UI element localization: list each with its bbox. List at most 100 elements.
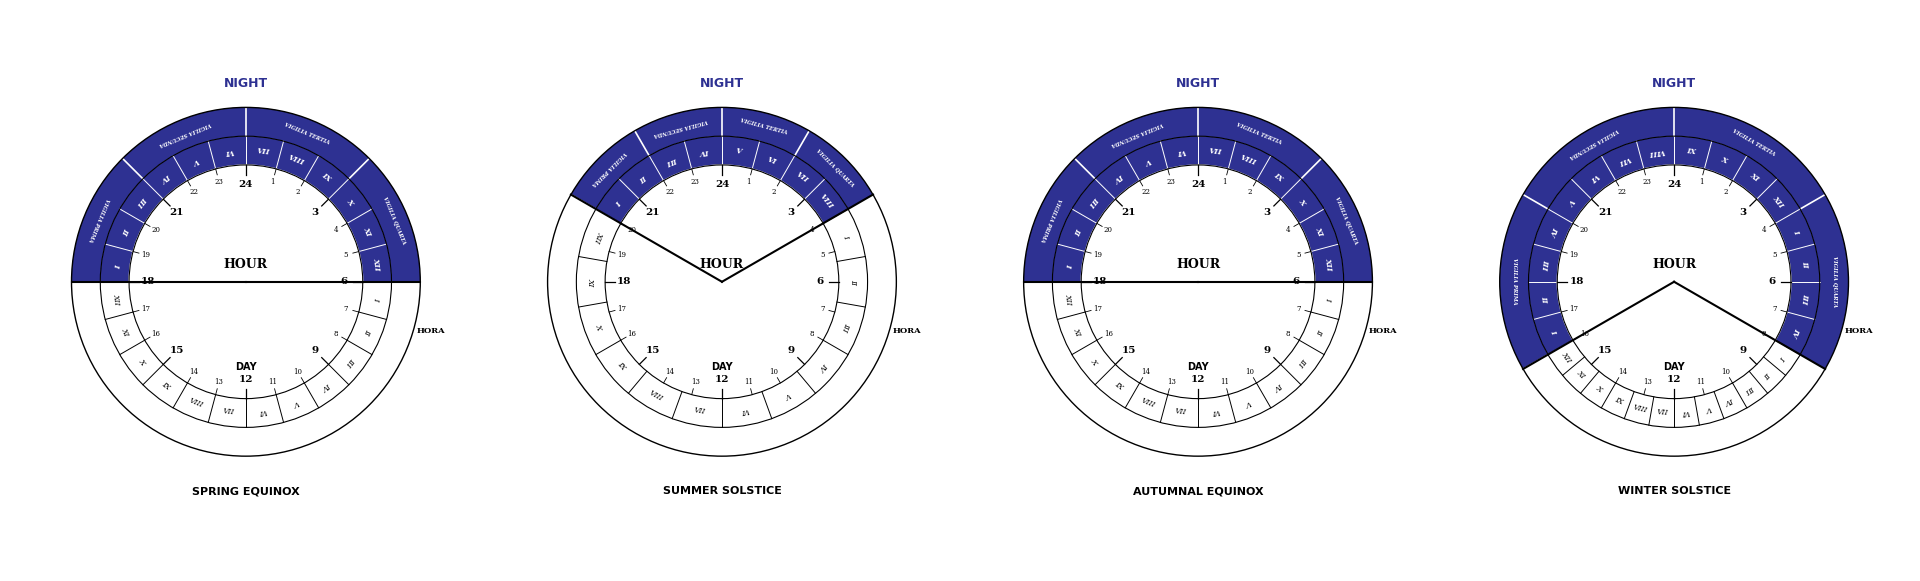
- Text: 19: 19: [616, 251, 626, 259]
- Circle shape: [1016, 99, 1380, 465]
- Text: I: I: [111, 263, 121, 267]
- Text: 1: 1: [747, 178, 751, 185]
- Text: 15: 15: [645, 346, 660, 356]
- Text: X: X: [1594, 385, 1603, 394]
- Text: VI: VI: [259, 407, 267, 417]
- Text: 21: 21: [169, 208, 184, 217]
- Text: 9: 9: [311, 346, 319, 356]
- Text: 4: 4: [334, 226, 338, 234]
- Text: WINTER SOLSTICE: WINTER SOLSTICE: [1617, 486, 1730, 496]
- Text: NIGHT: NIGHT: [225, 77, 269, 90]
- Wedge shape: [547, 195, 897, 456]
- Text: 1: 1: [1223, 178, 1227, 185]
- Text: XI: XI: [588, 278, 595, 286]
- Text: 10: 10: [1722, 368, 1730, 376]
- Text: II: II: [1763, 370, 1772, 379]
- Text: VIGILIA TERTIA: VIGILIA TERTIA: [1236, 123, 1283, 146]
- Text: V: V: [1144, 156, 1152, 166]
- Text: 18: 18: [1569, 277, 1584, 286]
- Text: 17: 17: [142, 304, 150, 313]
- Text: I: I: [614, 198, 622, 206]
- Text: III: III: [1743, 383, 1755, 395]
- Text: III: III: [839, 321, 851, 332]
- Circle shape: [1081, 165, 1315, 399]
- Text: 24: 24: [238, 180, 253, 189]
- Text: 15: 15: [1121, 346, 1137, 356]
- Text: 7: 7: [820, 304, 824, 313]
- Text: 17: 17: [616, 304, 626, 313]
- Text: 4: 4: [1286, 226, 1290, 234]
- Text: VIGILIA QUARTA: VIGILIA QUARTA: [1334, 196, 1357, 245]
- Text: 7: 7: [1296, 304, 1300, 313]
- Text: NIGHT: NIGHT: [1651, 77, 1695, 90]
- Text: II: II: [849, 279, 856, 285]
- Text: 24: 24: [1190, 180, 1206, 189]
- Text: 24: 24: [1667, 180, 1682, 189]
- Text: 5: 5: [820, 251, 824, 259]
- Circle shape: [63, 99, 428, 465]
- Text: VIGILIA SECUNDA: VIGILIA SECUNDA: [1569, 127, 1619, 159]
- Text: II: II: [1315, 328, 1325, 336]
- Text: VIGILIA QUARTA: VIGILIA QUARTA: [382, 196, 405, 245]
- Text: 13: 13: [215, 378, 223, 386]
- Wedge shape: [595, 136, 849, 223]
- Text: 14: 14: [1142, 368, 1150, 376]
- Text: 23: 23: [691, 178, 699, 185]
- Text: XII: XII: [1323, 257, 1332, 272]
- Text: VII: VII: [1175, 407, 1187, 417]
- Text: 3: 3: [787, 208, 795, 217]
- Text: II: II: [1071, 227, 1081, 236]
- Text: III: III: [664, 155, 678, 166]
- Text: 2: 2: [296, 188, 300, 196]
- Text: 19: 19: [1569, 251, 1578, 259]
- Text: IX: IX: [616, 360, 628, 372]
- Text: III: III: [1540, 259, 1549, 271]
- Text: VIII: VIII: [1140, 397, 1156, 410]
- Text: II: II: [637, 173, 647, 183]
- Text: X: X: [136, 357, 146, 366]
- Circle shape: [1557, 165, 1791, 399]
- Text: 18: 18: [140, 277, 156, 286]
- Text: HORA: HORA: [893, 327, 922, 335]
- Text: V: V: [292, 398, 300, 408]
- Text: X: X: [1298, 197, 1308, 207]
- Wedge shape: [100, 282, 392, 428]
- Text: IX: IX: [159, 380, 171, 392]
- Text: I: I: [1064, 263, 1071, 267]
- Text: DAY: DAY: [710, 362, 733, 372]
- Text: SUMMER SOLSTICE: SUMMER SOLSTICE: [662, 486, 781, 496]
- Text: X: X: [1720, 156, 1728, 166]
- Text: III: III: [1296, 356, 1308, 368]
- Text: 8: 8: [1763, 329, 1766, 338]
- Text: IX: IX: [1613, 395, 1624, 406]
- Text: VI: VI: [1588, 171, 1601, 184]
- Text: 17: 17: [1092, 304, 1102, 313]
- Text: SPRING EQUINOX: SPRING EQUINOX: [192, 486, 300, 496]
- Text: XI: XI: [361, 225, 372, 238]
- Text: NIGHT: NIGHT: [701, 77, 745, 90]
- Text: 4: 4: [810, 226, 814, 234]
- Wedge shape: [1023, 107, 1373, 282]
- Text: 15: 15: [1597, 346, 1613, 356]
- Text: VIGILIA TERTIA: VIGILIA TERTIA: [284, 123, 330, 146]
- Wedge shape: [1523, 354, 1826, 456]
- Text: HORA: HORA: [1369, 327, 1398, 335]
- Text: 11: 11: [269, 378, 276, 386]
- Text: XII: XII: [1770, 194, 1786, 210]
- Text: XI: XI: [1313, 225, 1325, 238]
- Text: 18: 18: [616, 277, 632, 286]
- Text: 12: 12: [1190, 375, 1206, 384]
- Text: VII: VII: [1657, 408, 1668, 417]
- Text: XII: XII: [593, 230, 605, 243]
- Text: V: V: [1705, 404, 1713, 413]
- Text: IX: IX: [1271, 171, 1284, 184]
- Text: 16: 16: [1104, 329, 1114, 338]
- Circle shape: [540, 99, 904, 465]
- Wedge shape: [71, 107, 420, 282]
- Wedge shape: [1052, 282, 1344, 428]
- Text: 13: 13: [1644, 378, 1651, 386]
- Text: DAY: DAY: [1663, 362, 1686, 372]
- Text: I: I: [1778, 353, 1786, 361]
- Text: 18: 18: [1092, 277, 1108, 286]
- Wedge shape: [1548, 340, 1801, 428]
